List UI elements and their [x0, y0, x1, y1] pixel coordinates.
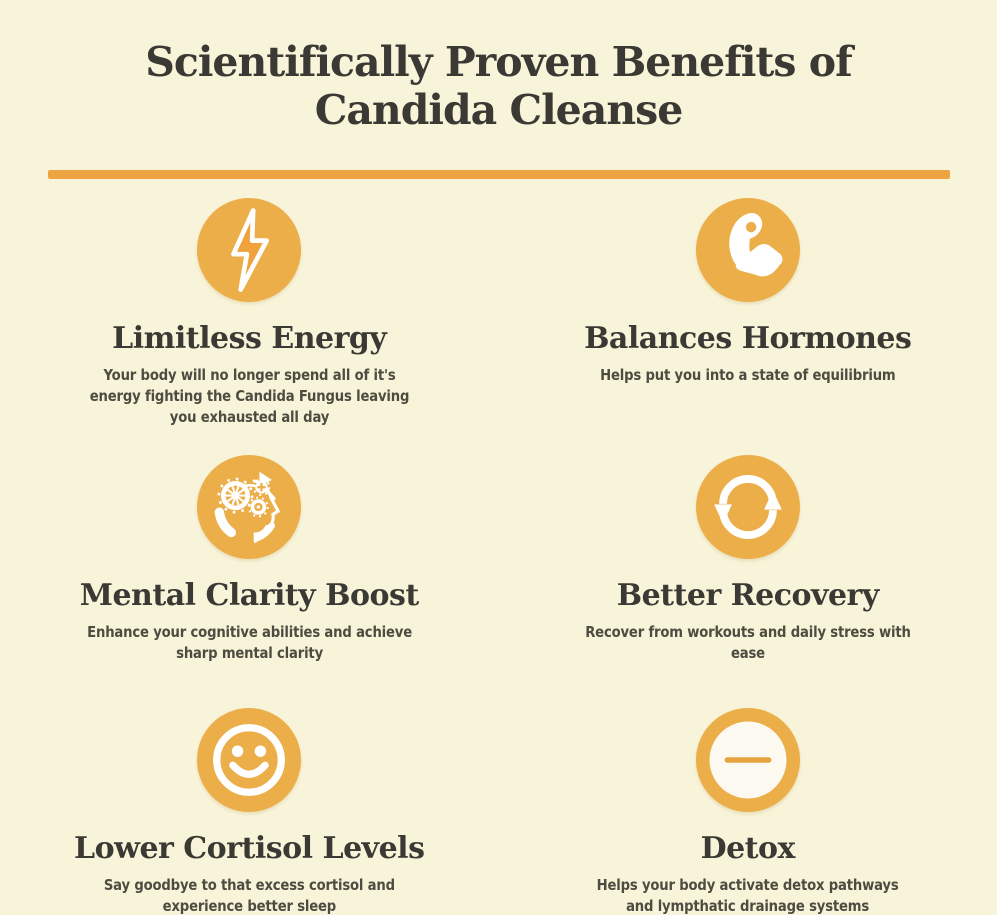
icon-circle: [695, 455, 800, 559]
benefit-title: Lower Cortisol Levels: [74, 831, 425, 866]
smiley-face-icon: [213, 724, 286, 796]
icon-circle: [197, 455, 302, 559]
benefit-limitless-energy: Limitless Energy Your body will no longe…: [0, 198, 499, 455]
icon-circle: [695, 708, 800, 812]
lightning-bolt-icon: [231, 208, 270, 292]
sync-arrows-icon: [713, 475, 782, 539]
benefit-description: Enhance your cognitive abilities and ach…: [86, 623, 412, 662]
benefit-better-recovery: Better Recovery Recover from workouts an…: [499, 455, 997, 708]
orange-divider: [47, 170, 950, 179]
flexed-bicep-icon: [728, 213, 783, 277]
page-title: Scientifically Proven Benefits of Candid…: [0, 0, 997, 134]
benefit-description: Recover from workouts and daily stress w…: [584, 623, 911, 662]
page-title-line1: Scientifically Proven Benefits of: [145, 38, 852, 86]
benefit-mental-clarity-boost: Mental Clarity Boost Enhance your cognit…: [0, 455, 499, 708]
head-with-gears-icon: [214, 471, 281, 543]
benefit-balances-hormones: Balances Hormones Helps put you into a s…: [499, 198, 997, 455]
page-title-line2: Candida Cleanse: [314, 86, 684, 134]
benefit-title: Detox: [700, 831, 796, 866]
benefit-description: Your body will no longer spend all of it…: [89, 366, 410, 426]
benefit-title: Mental Clarity Boost: [79, 578, 420, 613]
benefit-description: Helps put you into a state of equilibriu…: [600, 366, 896, 384]
benefit-lower-cortisol-levels: Lower Cortisol Levels Say goodbye to tha…: [0, 708, 499, 915]
benefit-title: Balances Hormones: [584, 321, 912, 356]
benefit-description: Helps your body activate detox pathways …: [596, 876, 899, 915]
benefit-title: Better Recovery: [616, 578, 880, 613]
icon-circle: [197, 708, 302, 812]
benefits-grid: Limitless Energy Your body will no longe…: [0, 198, 997, 915]
icon-circle: [197, 198, 302, 302]
benefit-description: Say goodbye to that excess cortisol and …: [103, 876, 395, 915]
benefit-detox: Detox Helps your body activate detox pat…: [499, 708, 997, 915]
icon-circle: [695, 198, 800, 302]
benefit-title: Limitless Energy: [112, 321, 387, 356]
minus-circle-icon: [709, 721, 787, 799]
